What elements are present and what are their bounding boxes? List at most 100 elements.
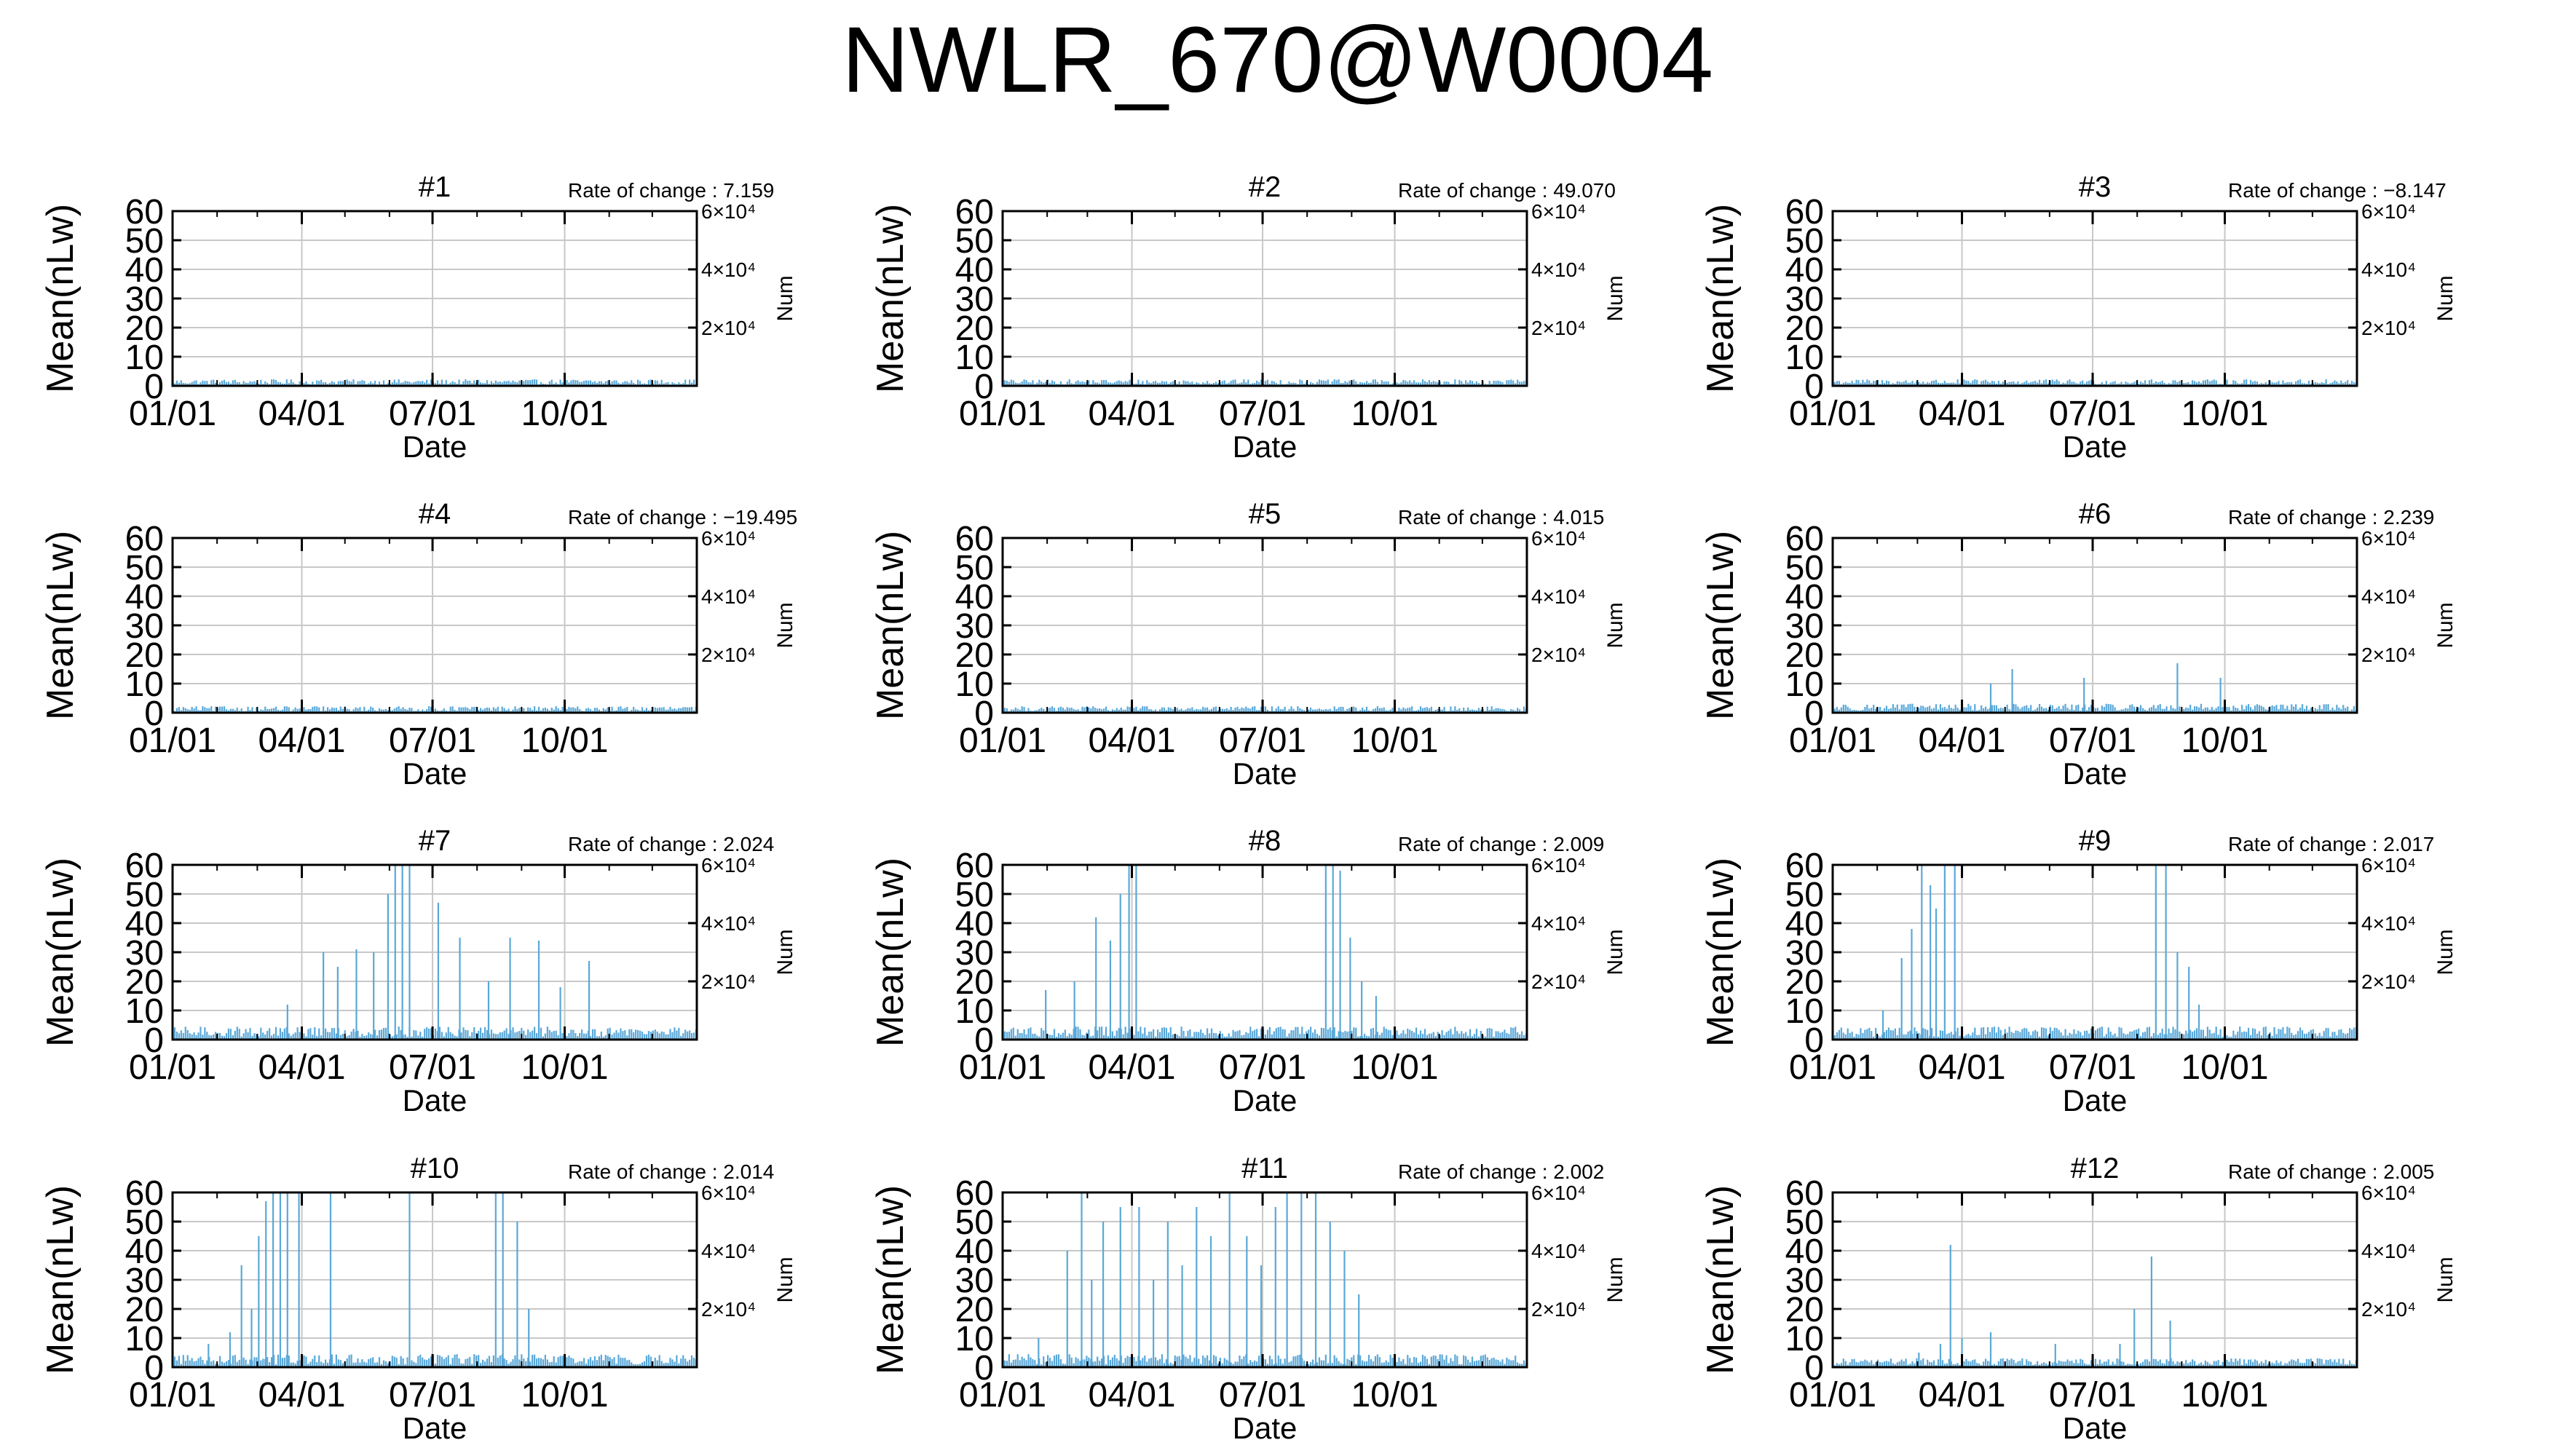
rate-of-change: Rate of change : 2.009 (1398, 833, 1604, 855)
y-tick-label: 50 (125, 876, 164, 914)
x-tick-label: 10/01 (1351, 395, 1438, 433)
y2-axis-label: Num (2433, 275, 2457, 321)
y-tick-label: 10 (1785, 1320, 1824, 1358)
y-tick-label: 60 (955, 847, 994, 885)
subplot-title: #12 (2071, 1152, 2120, 1184)
x-tick-label: 07/01 (2049, 1048, 2136, 1087)
y-tick-label: 10 (1785, 665, 1824, 704)
x-tick-label: 04/01 (1088, 1048, 1175, 1087)
subplot-title: #3 (2079, 171, 2112, 203)
rate-value: 2.002 (1553, 1160, 1604, 1183)
x-tick-label: 07/01 (1219, 721, 1306, 760)
x-tick-label: 01/01 (129, 1376, 216, 1415)
y-tick-label: 10 (955, 992, 994, 1031)
rate-value: 2.017 (2383, 833, 2434, 855)
x-tick-label: 01/01 (129, 395, 216, 433)
subplot-title: #7 (419, 825, 451, 857)
y-tick-label: 0 (144, 1349, 164, 1388)
y2-tick-label: 2×10⁴ (701, 1298, 756, 1321)
y-tick-label: 40 (125, 905, 164, 943)
y2-axis-label: Num (773, 602, 797, 648)
x-axis-label: Date (2063, 756, 2128, 791)
y2-tick-label: 2×10⁴ (701, 644, 756, 666)
y-tick-label: 0 (1804, 368, 1824, 406)
y-tick-label: 10 (1785, 992, 1824, 1031)
x-tick-label: 01/01 (959, 721, 1046, 760)
y2-tick-label: 4×10⁴ (701, 1240, 756, 1262)
y-tick-label: 50 (1785, 222, 1824, 261)
rate-value: 2.239 (2383, 506, 2434, 529)
subplot-title: #9 (2079, 825, 2112, 857)
x-axis-label: Date (403, 430, 467, 464)
y2-tick-label: 4×10⁴ (1531, 1240, 1586, 1262)
y-tick-label: 40 (955, 905, 994, 943)
y-axis-label: Mean(nLw) (39, 1185, 82, 1374)
x-tick-label: 01/01 (129, 721, 216, 760)
series-bars (1831, 1245, 2358, 1367)
rate-of-change: Rate of change : 2.002 (1398, 1160, 1604, 1183)
x-tick-label: 10/01 (521, 395, 608, 433)
y2-tick-label: 2×10⁴ (701, 317, 756, 339)
x-tick-label: 01/01 (129, 1048, 216, 1087)
y-axis-label: Mean(nLw) (39, 531, 82, 720)
y-tick-label: 60 (125, 520, 164, 558)
x-tick-label: 07/01 (1219, 1376, 1306, 1415)
x-tick-label: 04/01 (1918, 721, 2005, 760)
x-tick-label: 04/01 (258, 1376, 345, 1415)
y2-tick-label: 2×10⁴ (2361, 317, 2416, 339)
y-axis-label: Mean(nLw) (1699, 531, 1742, 720)
y-tick-label: 50 (955, 222, 994, 261)
y-tick-label: 30 (955, 607, 994, 646)
y2-tick-label: 4×10⁴ (2361, 585, 2416, 608)
x-axis-label: Date (2063, 430, 2128, 464)
y2-tick-label: 4×10⁴ (1531, 912, 1586, 935)
y-tick-label: 20 (125, 963, 164, 1002)
x-tick-label: 10/01 (1351, 721, 1438, 760)
rate-value: 2.005 (2383, 1160, 2434, 1183)
x-tick-label: 10/01 (521, 1376, 608, 1415)
x-tick-label: 01/01 (1789, 1048, 1876, 1087)
y-tick-label: 30 (125, 280, 164, 319)
y-tick-label: 0 (974, 1349, 994, 1388)
y-tick-label: 60 (1785, 847, 1824, 885)
y-tick-label: 0 (144, 695, 164, 733)
y-tick-label: 0 (974, 1021, 994, 1060)
y-tick-label: 30 (125, 1262, 164, 1300)
rate-of-change: Rate of change : 2.024 (568, 833, 774, 855)
y-tick-label: 0 (974, 695, 994, 733)
y-tick-label: 40 (955, 578, 994, 617)
y2-axis-label: Num (1603, 929, 1627, 975)
y2-axis-label: Num (1603, 602, 1627, 648)
rate-of-change: Rate of change : −19.495 (568, 506, 797, 529)
y-tick-label: 40 (1785, 905, 1824, 943)
series-bars (1001, 865, 1528, 1040)
y2-axis-label: Num (773, 929, 797, 975)
y2-tick-label: 2×10⁴ (2361, 1298, 2416, 1321)
y-tick-label: 60 (955, 520, 994, 558)
y-tick-label: 50 (955, 876, 994, 914)
y-tick-label: 0 (974, 368, 994, 406)
y2-tick-label: 6×10⁴ (701, 527, 756, 550)
y-axis-label: Mean(nLw) (869, 531, 912, 720)
y-tick-label: 20 (1785, 636, 1824, 675)
y-tick-label: 40 (1785, 578, 1824, 617)
subplot-title: #11 (1241, 1152, 1288, 1184)
y-tick-label: 60 (125, 193, 164, 232)
subplot-title: #5 (1249, 498, 1282, 530)
y-tick-label: 20 (125, 309, 164, 348)
rate-prefix: Rate of change : (2228, 506, 2383, 529)
y2-tick-label: 2×10⁴ (1531, 970, 1586, 993)
y-axis-label: Mean(nLw) (1699, 1185, 1742, 1374)
y-tick-label: 60 (955, 1174, 994, 1213)
x-tick-label: 07/01 (389, 1048, 476, 1087)
rate-prefix: Rate of change : (568, 1160, 723, 1183)
